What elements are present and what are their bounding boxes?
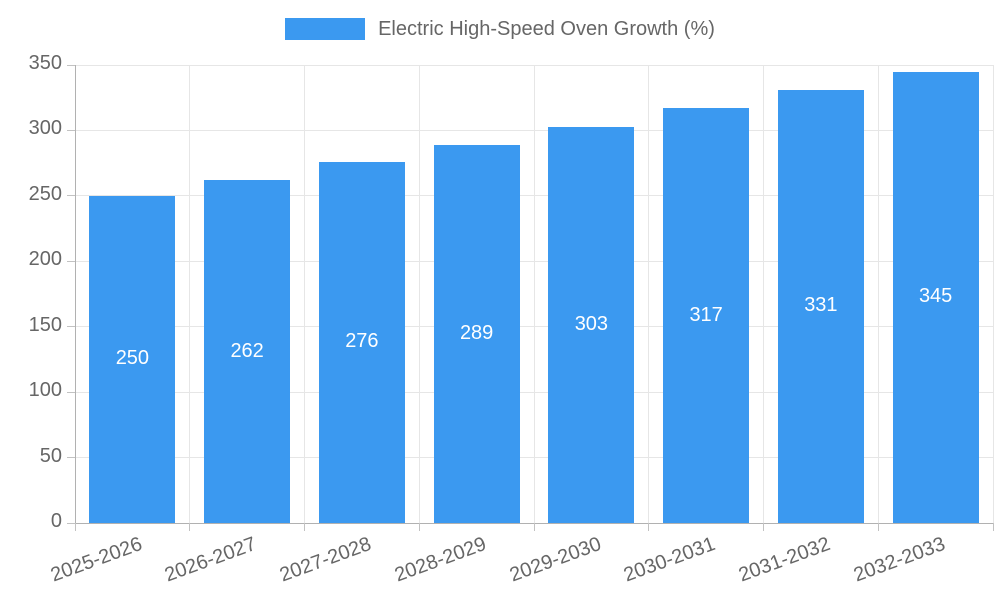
legend-swatch[interactable]: [285, 18, 366, 40]
y-axis-tick: [67, 129, 75, 131]
bar-2029-2030: [548, 126, 635, 523]
gridline-vertical: [648, 65, 650, 523]
y-tick-label: 200: [28, 248, 62, 271]
y-axis-tick: [67, 457, 75, 459]
x-tick-label: 2030-2031: [621, 533, 719, 587]
gridline-vertical: [763, 65, 764, 523]
y-tick-label: 150: [28, 313, 62, 336]
y-tick-label: 0: [50, 510, 62, 532]
bar-value-label: 250: [115, 347, 150, 370]
y-tick-label: 50: [39, 444, 62, 467]
x-tick-label: 2026-2027: [162, 533, 260, 587]
bar-value-label: 262: [230, 339, 264, 362]
legend: Electric High-Speed Oven Growth (%): [0, 18, 1000, 40]
y-tick-label: 350: [28, 52, 62, 74]
x-axis-tick: [533, 523, 535, 531]
bar-2025-2026: [89, 195, 176, 523]
y-axis-tick: [67, 326, 75, 328]
bar-2027-2028: [318, 161, 405, 523]
bar-2028-2029: [433, 144, 520, 523]
x-axis-tick: [304, 523, 305, 531]
bar-value-label: 289: [459, 321, 494, 344]
y-axis-tick: [67, 64, 75, 66]
bar-value-label: 303: [574, 312, 609, 335]
gridline-vertical: [189, 65, 191, 523]
y-axis-tick: [67, 195, 75, 197]
x-tick-label: 2027-2028: [276, 533, 375, 587]
y-axis-tick: [67, 522, 75, 524]
gridline-vertical: [418, 65, 420, 523]
x-tick-label: 2031-2032: [735, 533, 834, 587]
bar-value-label: 331: [804, 294, 838, 317]
x-tick-label: 2028-2029: [391, 533, 490, 587]
bar-2026-2027: [204, 180, 291, 523]
y-tick-label: 300: [28, 117, 62, 140]
y-tick-label: 100: [28, 379, 62, 402]
y-tick-label: 250: [28, 182, 62, 205]
x-axis-tick: [648, 523, 650, 531]
gridline-vertical: [877, 65, 879, 523]
bar-2030-2031: [663, 108, 750, 523]
y-axis-line: [74, 65, 76, 523]
bar-2031-2032: [777, 89, 864, 523]
x-tick-label: 2029-2030: [506, 533, 604, 587]
x-axis-tick: [992, 523, 994, 531]
x-axis-tick: [74, 523, 76, 531]
bar-value-label: 345: [918, 285, 953, 308]
gridline-vertical: [533, 65, 535, 523]
x-axis-tick: [877, 523, 879, 531]
x-tick-label: 2032-2033: [850, 533, 949, 587]
bar-2032-2033: [892, 71, 979, 523]
bar-value-label: 317: [689, 303, 723, 326]
legend-label[interactable]: Electric High-Speed Oven Growth (%): [378, 18, 715, 40]
gridline-vertical: [304, 65, 305, 523]
x-axis-tick: [189, 523, 191, 531]
x-tick-label: 2025-2026: [47, 533, 145, 587]
y-axis-tick: [67, 260, 75, 262]
bar-value-label: 276: [345, 330, 379, 353]
y-axis-tick: [67, 391, 75, 393]
gridline-vertical: [992, 65, 994, 523]
x-axis-tick: [418, 523, 420, 531]
x-axis-tick: [763, 523, 764, 531]
